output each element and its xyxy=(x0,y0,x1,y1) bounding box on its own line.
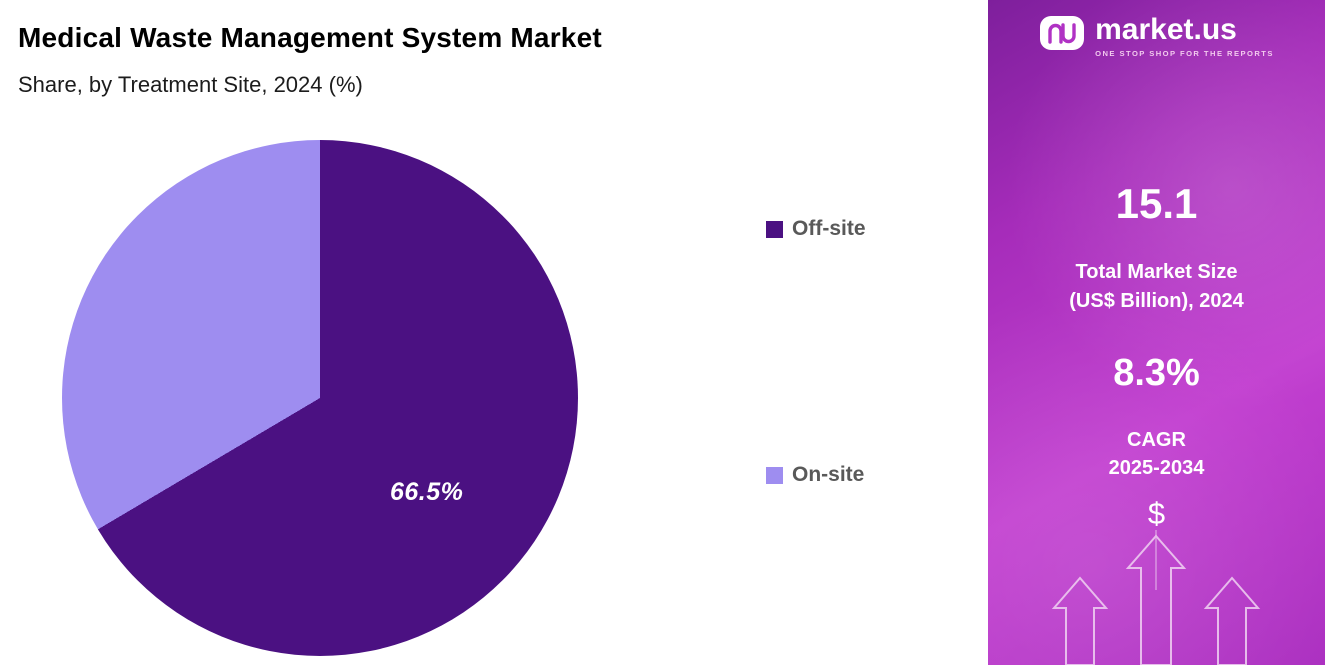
growth-arrows-icon xyxy=(1051,530,1261,665)
cagr-label-block: CAGR 2025-2034 xyxy=(988,426,1325,482)
cagr-value: 8.3% xyxy=(1113,352,1200,394)
marketus-logo-icon xyxy=(1039,14,1085,59)
cagr-label: CAGR xyxy=(1127,429,1186,451)
cagr-period: 2025-2034 xyxy=(1108,457,1205,479)
market-size-label-line1: Total Market Size xyxy=(1075,261,1238,283)
legend-swatch xyxy=(766,466,783,484)
chart-subtitle: Share, by Treatment Site, 2024 (%) xyxy=(18,72,363,97)
market-size-value: 15.1 xyxy=(1115,180,1198,227)
legend-item-on-site: On-site xyxy=(766,463,864,487)
marketus-logo: market.us ONE STOP SHOP FOR THE REPORTS xyxy=(988,14,1325,59)
pie-slice-label: 66.5% xyxy=(390,478,464,506)
logo-text-block: market.us ONE STOP SHOP FOR THE REPORTS xyxy=(1095,14,1274,58)
market-size-label-line2: (US$ Billion), 2024 xyxy=(1069,290,1244,312)
logo-tagline: ONE STOP SHOP FOR THE REPORTS xyxy=(1095,48,1274,58)
dollar-icon: $ xyxy=(1147,496,1166,531)
chart-panel: Medical Waste Management System Market S… xyxy=(18,22,866,656)
legend-label: On-site xyxy=(792,463,865,486)
legend-swatch xyxy=(766,220,783,238)
legend-label: Off-site xyxy=(792,217,866,240)
page-title: Medical Waste Management System Market xyxy=(18,22,602,53)
pie-chart: 66.5% xyxy=(62,140,578,656)
market-size-label: Total Market Size (US$ Billion), 2024 xyxy=(988,258,1325,316)
stats-sidebar: market.us ONE STOP SHOP FOR THE REPORTS … xyxy=(988,0,1325,665)
logo-text: market.us xyxy=(1095,13,1237,46)
legend-item-off-site: Off-site xyxy=(766,217,866,241)
